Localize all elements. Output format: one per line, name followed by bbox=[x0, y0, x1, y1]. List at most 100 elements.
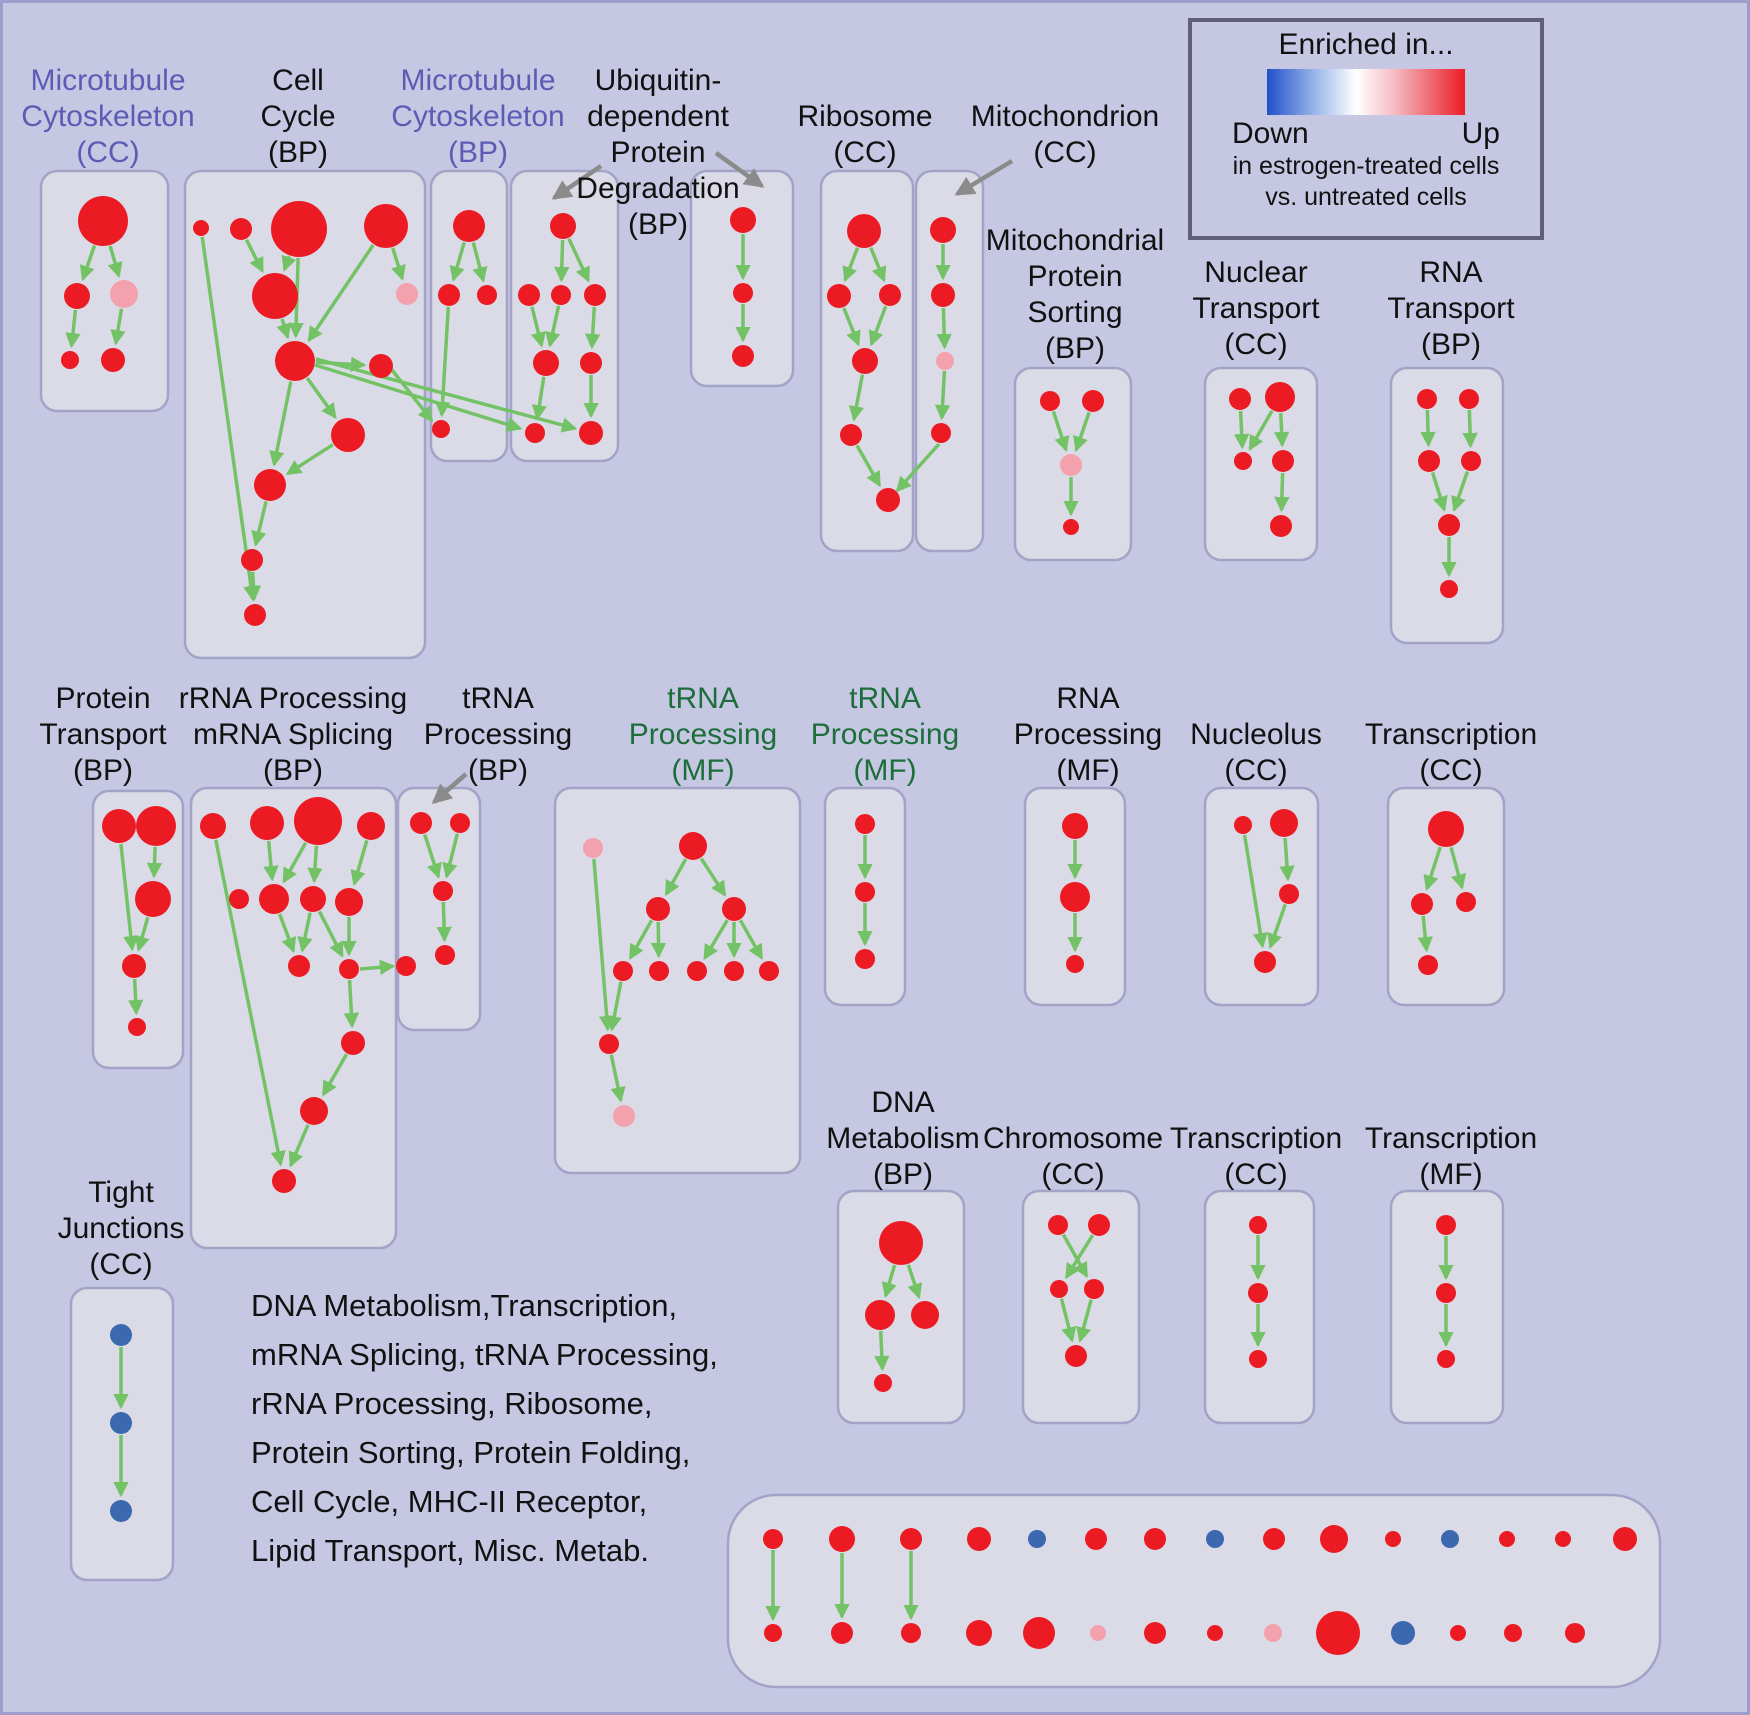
node-nucleolus-cc-0 bbox=[1234, 816, 1252, 834]
node-nucleolus-cc-1 bbox=[1270, 809, 1298, 837]
legend-up-label: Up bbox=[1461, 117, 1500, 150]
node-misc-multi-term-20 bbox=[1090, 1625, 1106, 1641]
node-microtubule-cytoskeleton-cc-3 bbox=[61, 351, 79, 369]
node-transcription-cc-1-3 bbox=[1418, 955, 1438, 975]
edge-cell-cycle-bp bbox=[269, 381, 293, 467]
group-box-transcription-cc-1 bbox=[1386, 786, 1506, 1007]
network-diagram bbox=[39, 151, 1662, 1689]
edge-rna-transport-bp bbox=[1451, 470, 1470, 513]
edge-cell-cycle-bp bbox=[307, 244, 375, 343]
node-trna-processing-mf-2-0 bbox=[855, 814, 875, 834]
edge-nuclear-transport-cc bbox=[1273, 412, 1290, 448]
node-trna-processing-bp-3 bbox=[435, 945, 455, 965]
legend-endpoint-labels: Down Up bbox=[1232, 117, 1500, 151]
node-ribosome-cc-4 bbox=[840, 424, 862, 446]
edge-protein-transport-bp bbox=[146, 846, 163, 879]
node-protein-transport-bp-1 bbox=[136, 806, 176, 846]
edge-rna-transport-bp bbox=[1462, 409, 1478, 449]
edge-mitochondrion-cc bbox=[934, 370, 951, 421]
node-tight-junctions-cc-1 bbox=[110, 1412, 132, 1434]
misc-groups-label-line: Cell Cycle, MHC-II Receptor, bbox=[251, 1484, 648, 1519]
node-ubiquitin-degradation-bp-2-2 bbox=[732, 345, 754, 367]
edge-rrna-processing-mrna-splicing-bp bbox=[288, 1124, 310, 1168]
node-trna-processing-bp-1 bbox=[450, 813, 470, 833]
group-box-protein-transport-bp bbox=[91, 789, 185, 1070]
node-trna-processing-mf-2-2 bbox=[855, 949, 875, 969]
node-rrna-processing-mrna-splicing-bp-11 bbox=[300, 1097, 328, 1125]
group-box-chromosome-cc bbox=[1021, 1189, 1141, 1425]
edge-trna-processing-bp bbox=[436, 901, 452, 943]
edge-trna-processing-mf-1 bbox=[664, 858, 688, 897]
node-misc-multi-term-14 bbox=[1613, 1527, 1637, 1551]
legend-gradient-bar bbox=[1267, 69, 1465, 115]
edge-cell-cycle-bp bbox=[285, 443, 334, 476]
node-trna-processing-bp-4 bbox=[396, 956, 416, 976]
node-rna-transport-bp-4 bbox=[1438, 514, 1460, 536]
node-misc-multi-term-1 bbox=[829, 1526, 855, 1552]
node-rna-processing-mf-1 bbox=[1060, 882, 1090, 912]
node-rna-transport-bp-5 bbox=[1440, 580, 1458, 598]
label-pointer-arrow bbox=[714, 151, 765, 188]
node-rrna-processing-mrna-splicing-bp-3 bbox=[357, 812, 385, 840]
node-cell-cycle-bp-8 bbox=[331, 418, 365, 452]
node-cell-cycle-bp-4 bbox=[252, 273, 298, 319]
edge-ribosome-cc bbox=[869, 247, 887, 283]
node-microtubule-cytoskeleton-bp-2 bbox=[477, 285, 497, 305]
edge-cell-cycle-bp bbox=[305, 377, 337, 419]
node-ribosome-cc-3 bbox=[852, 348, 878, 374]
node-mitochondrial-protein-sorting-bp-0 bbox=[1040, 391, 1060, 411]
edge-protein-transport-bp bbox=[127, 978, 144, 1016]
node-misc-multi-term-4 bbox=[1028, 1530, 1046, 1548]
node-ribosome-cc-5 bbox=[876, 488, 900, 512]
node-rrna-processing-mrna-splicing-bp-10 bbox=[341, 1031, 365, 1055]
cross-group-edge bbox=[315, 357, 578, 433]
node-rna-transport-bp-3 bbox=[1461, 451, 1481, 471]
edge-cell-cycle-bp bbox=[244, 238, 264, 274]
edge-cell-cycle-bp bbox=[251, 501, 268, 547]
node-dna-metabolism-bp-3 bbox=[874, 1374, 892, 1392]
edge-ubiquitin-degradation-bp-1 bbox=[554, 239, 570, 283]
edge-trna-processing-mf-1 bbox=[699, 857, 727, 897]
edge-protein-transport-bp bbox=[119, 843, 139, 952]
node-misc-multi-term-12 bbox=[1499, 1531, 1515, 1547]
node-microtubule-cytoskeleton-bp-1 bbox=[438, 284, 460, 306]
node-rrna-processing-mrna-splicing-bp-6 bbox=[300, 886, 326, 912]
node-trna-processing-mf-1-2 bbox=[646, 897, 670, 921]
edge-cell-cycle-bp bbox=[200, 236, 259, 602]
edge-ubiquitin-degradation-bp-1 bbox=[585, 306, 601, 350]
node-mitochondrion-cc-1 bbox=[931, 283, 955, 307]
edge-rrna-processing-mrna-splicing-bp bbox=[321, 1053, 349, 1097]
node-misc-multi-term-21 bbox=[1144, 1622, 1166, 1644]
node-cell-cycle-bp-9 bbox=[254, 469, 286, 501]
edge-rrna-processing-mrna-splicing-bp bbox=[307, 845, 323, 884]
node-transcription-mf-0 bbox=[1436, 1215, 1456, 1235]
node-rrna-processing-mrna-splicing-bp-7 bbox=[335, 888, 363, 916]
node-misc-multi-term-5 bbox=[1085, 1528, 1107, 1550]
node-rna-transport-bp-0 bbox=[1417, 389, 1437, 409]
node-misc-multi-term-9 bbox=[1320, 1525, 1348, 1553]
edge-dna-metabolism-bp bbox=[906, 1264, 923, 1300]
edge-chromosome-cc bbox=[1076, 1299, 1093, 1343]
edge-ubiquitin-degradation-bp-1 bbox=[530, 306, 546, 348]
node-cell-cycle-bp-10 bbox=[241, 549, 263, 571]
legend-title: Enriched in... bbox=[1278, 28, 1454, 61]
node-rrna-processing-mrna-splicing-bp-2 bbox=[294, 797, 342, 845]
edge-cell-cycle-bp bbox=[276, 318, 292, 340]
node-rna-processing-mf-0 bbox=[1062, 813, 1088, 839]
node-transcription-cc-2-0 bbox=[1249, 1216, 1267, 1234]
node-transcription-cc-1-0 bbox=[1428, 811, 1464, 847]
node-ribosome-cc-2 bbox=[879, 284, 901, 306]
misc-groups-label-line: rRNA Processing, Ribosome, bbox=[251, 1386, 653, 1421]
node-cell-cycle-bp-3 bbox=[364, 204, 408, 248]
edge-chromosome-cc bbox=[1059, 1298, 1077, 1343]
node-misc-multi-term-23 bbox=[1264, 1624, 1282, 1642]
node-misc-multi-term-10 bbox=[1385, 1531, 1401, 1547]
node-misc-multi-term-18 bbox=[966, 1620, 992, 1646]
node-protein-transport-bp-0 bbox=[102, 809, 136, 843]
node-ubiquitin-degradation-bp-1-1 bbox=[518, 284, 540, 306]
node-microtubule-cytoskeleton-cc-2 bbox=[110, 280, 138, 308]
node-ubiquitin-degradation-bp-1-0 bbox=[550, 213, 576, 239]
node-misc-multi-term-6 bbox=[1144, 1528, 1166, 1550]
label-pointer-arrow bbox=[954, 159, 1014, 196]
edge-microtubule-cytoskeleton-bp bbox=[471, 242, 488, 283]
